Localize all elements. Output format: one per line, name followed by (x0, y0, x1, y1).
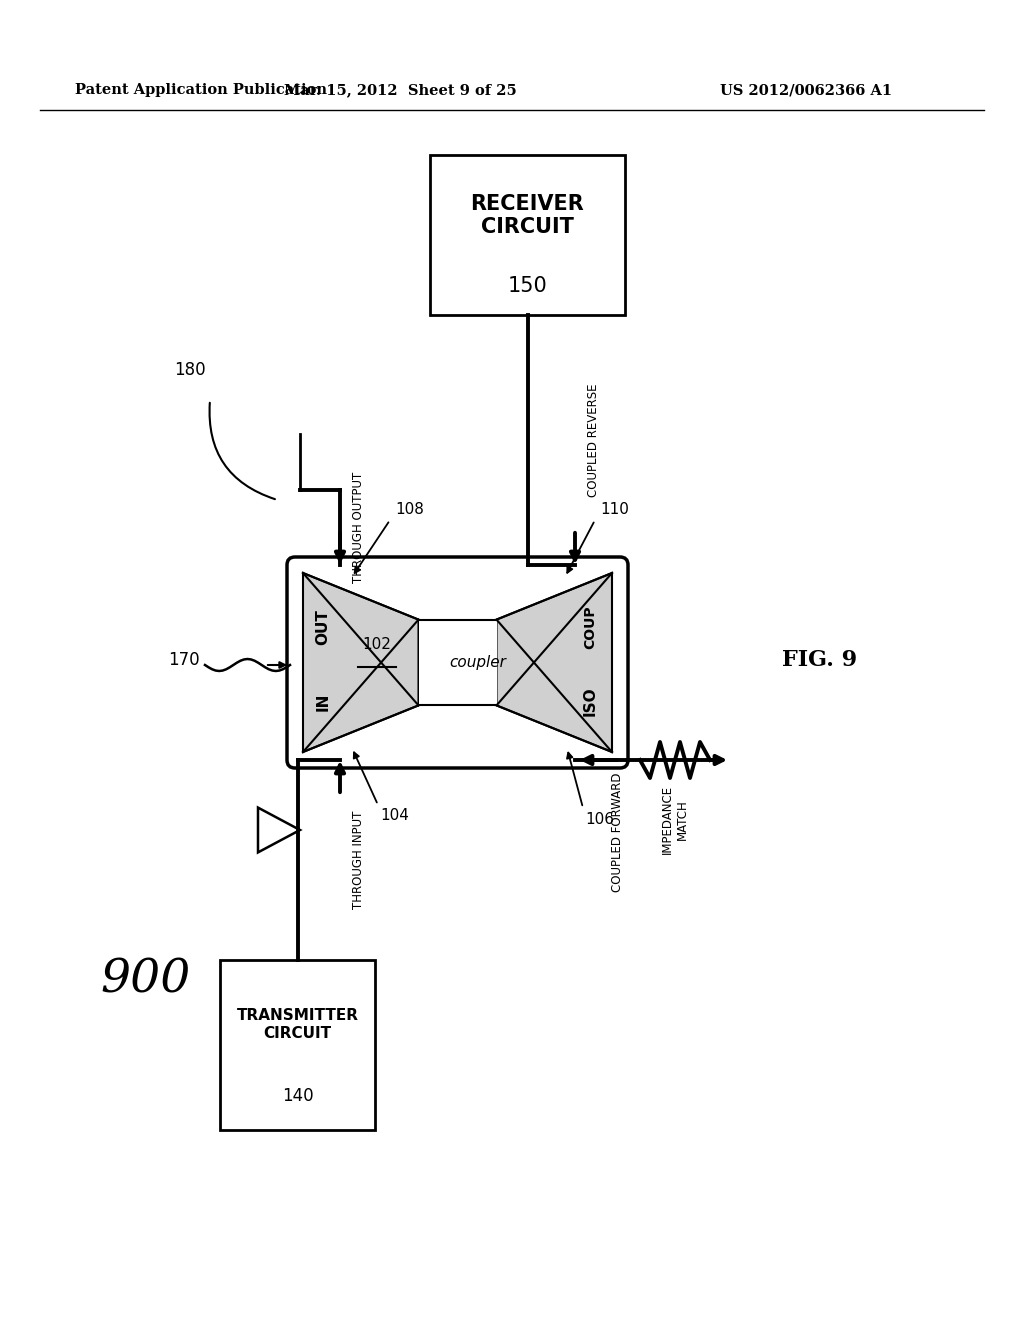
Text: ISO: ISO (583, 686, 597, 717)
Text: OUT: OUT (315, 610, 331, 645)
Text: 110: 110 (600, 503, 629, 517)
Text: 150: 150 (508, 276, 548, 296)
Text: COUPLED FORWARD: COUPLED FORWARD (611, 772, 624, 891)
Text: 106: 106 (585, 813, 614, 828)
Text: 140: 140 (282, 1086, 313, 1105)
Text: COUPLED REVERSE: COUPLED REVERSE (587, 383, 600, 496)
Text: Mar. 15, 2012  Sheet 9 of 25: Mar. 15, 2012 Sheet 9 of 25 (284, 83, 516, 96)
Text: 104: 104 (380, 808, 409, 822)
Text: 170: 170 (168, 651, 200, 669)
Text: 180: 180 (174, 360, 206, 379)
Text: US 2012/0062366 A1: US 2012/0062366 A1 (720, 83, 892, 96)
Polygon shape (303, 573, 419, 752)
Bar (419, 573, 497, 752)
Text: COUP: COUP (583, 606, 597, 649)
Text: Patent Application Publication: Patent Application Publication (75, 83, 327, 96)
Text: TRANSMITTER
CIRCUIT: TRANSMITTER CIRCUIT (237, 1008, 358, 1040)
FancyBboxPatch shape (287, 557, 628, 768)
Text: FIG. 9: FIG. 9 (782, 649, 857, 671)
Text: IMPEDANCE
MATCH: IMPEDANCE MATCH (662, 785, 689, 854)
Text: THROUGH INPUT: THROUGH INPUT (352, 810, 365, 909)
Bar (220, 960, 375, 1130)
Text: 900: 900 (100, 957, 190, 1003)
Bar (430, 154, 625, 315)
Text: RECEIVER
CIRCUIT: RECEIVER CIRCUIT (471, 194, 585, 238)
Text: 108: 108 (395, 503, 424, 517)
Polygon shape (497, 573, 612, 752)
Text: coupler: coupler (450, 655, 506, 671)
Text: 102: 102 (361, 638, 391, 652)
Text: THROUGH OUTPUT: THROUGH OUTPUT (352, 471, 365, 583)
Text: IN: IN (315, 692, 331, 710)
